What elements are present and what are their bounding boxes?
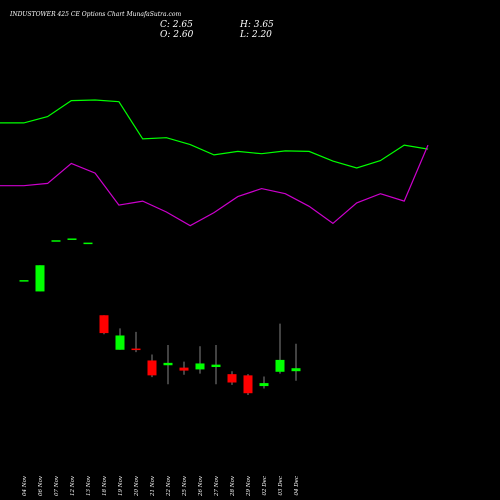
candle (211, 345, 221, 385)
candle-body (211, 364, 221, 368)
overlay-line-green (0, 99, 429, 169)
candle-body (179, 367, 189, 371)
candle (99, 315, 109, 335)
close-value: C: 2.65 (160, 20, 193, 30)
candle (163, 345, 173, 385)
candle-body (275, 359, 285, 372)
candle (35, 265, 45, 292)
candles (19, 238, 301, 395)
x-tick-label: 29 Nov (246, 475, 252, 497)
candle (147, 354, 157, 378)
candle-body (67, 238, 77, 240)
x-tick-label: 03 Dec (278, 476, 284, 496)
candle (243, 374, 253, 395)
x-tick-label: 21 Nov (150, 475, 156, 497)
candle (179, 361, 189, 375)
candle-body (195, 363, 205, 370)
candle (67, 238, 77, 240)
candle-body (259, 383, 269, 387)
chart-title: INDUSTOWER 425 CE Options Chart MunafaSu… (9, 11, 181, 18)
candle-body (243, 375, 253, 394)
x-tick-label: 19 Nov (118, 475, 124, 496)
candle (19, 280, 29, 282)
candle (227, 371, 237, 385)
x-tick-label: 07 Nov (54, 475, 60, 496)
candle-body (35, 265, 45, 292)
x-tick-label: 27 Nov (214, 475, 220, 497)
candle-body (131, 348, 141, 351)
overlay-lines (0, 99, 429, 227)
candle-body (19, 280, 29, 282)
candle (51, 240, 61, 242)
candle-body (51, 240, 61, 242)
overlay-line-magenta (0, 144, 429, 227)
candle-body (227, 374, 237, 383)
candle-body (115, 335, 125, 350)
candle (291, 343, 301, 381)
candle-body (99, 315, 109, 334)
candle (259, 376, 269, 389)
candle (83, 242, 93, 245)
x-tick-label: 02 Dec (262, 476, 268, 496)
open-value: O: 2.60 (160, 30, 194, 40)
high-value: H: 3.65 (239, 20, 274, 30)
x-tick-label: 04 Nov (22, 475, 28, 496)
candle-body (291, 368, 301, 372)
x-tick-label: 26 Nov (198, 475, 204, 497)
x-tick-label: 22 Nov (166, 475, 172, 497)
x-axis-ticks: 04 Nov 06 Nov 07 Nov 12 Nov 13 Nov 18 Nov 19 N… (22, 475, 300, 497)
candle (195, 346, 205, 374)
candle-body (83, 242, 93, 245)
candle (275, 323, 285, 374)
x-tick-label: 12 Nov (70, 475, 76, 496)
x-tick-label: 04 Dec (294, 476, 300, 496)
x-tick-label: 20 Nov (134, 475, 140, 497)
x-tick-label: 06 Nov (38, 475, 44, 496)
x-tick-label: 25 Nov (182, 475, 188, 497)
candle-body (147, 360, 157, 376)
x-tick-label: 18 Nov (102, 475, 108, 496)
x-tick-label: 28 Nov (230, 475, 236, 497)
candle-body (163, 362, 173, 366)
low-value: L: 2.20 (239, 30, 272, 40)
candle (115, 328, 125, 350)
candle (131, 331, 141, 353)
x-tick-label: 13 Nov (86, 475, 92, 496)
